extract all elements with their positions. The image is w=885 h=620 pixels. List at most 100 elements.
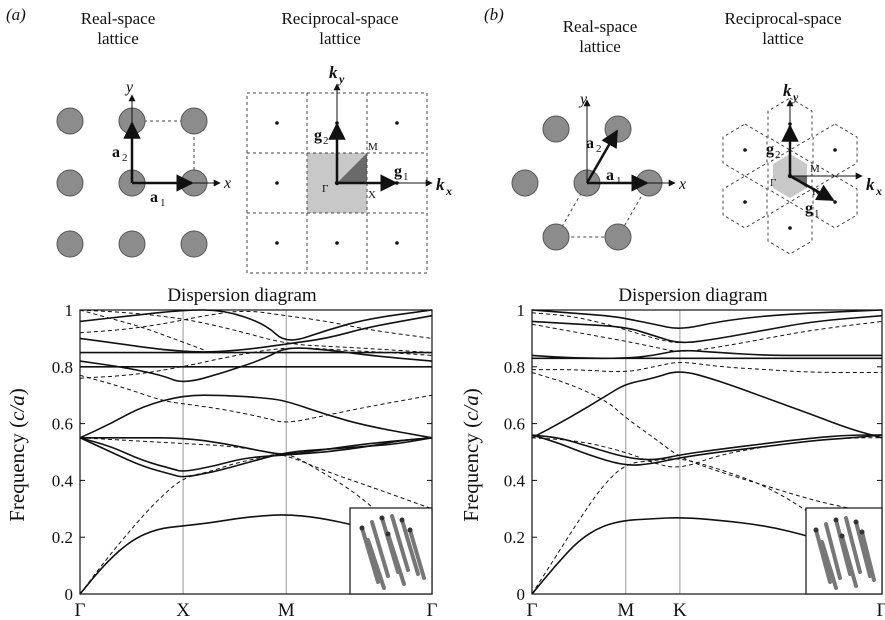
panel-b-top: (b) Real-space lattice Reciprocal-space … (484, 5, 882, 255)
g2-subscript: 2 (323, 135, 329, 147)
panel-b-tag: (b) (484, 5, 504, 24)
plot-frame (531, 309, 883, 595)
panel-a-recip-title-1: Reciprocal-space (281, 9, 398, 28)
y-label: y (578, 91, 588, 108)
chart-title: Dispersion diagram (167, 285, 317, 306)
band-solid (79, 347, 433, 383)
band-solid (79, 437, 433, 478)
g1-label: g (805, 200, 813, 217)
kx-subscript: x (875, 184, 882, 198)
lattice-atom (604, 223, 632, 251)
a2-label: a (112, 144, 120, 161)
g1-label: g (394, 163, 402, 180)
panel-b-real-lattice: x y a 1 a 2 (511, 91, 686, 251)
band-solid (79, 514, 433, 595)
band-solid (531, 349, 882, 360)
band-dashed (79, 310, 433, 339)
g1-subscript: 1 (814, 208, 820, 220)
lattice-atom (56, 169, 84, 197)
kx-label: k (436, 175, 445, 194)
dispersion-chart-a: Dispersion diagram Frequency (c/a) Γ X M Γ0… (5, 285, 438, 620)
x-tick-label: X (176, 600, 190, 620)
band-solid (531, 371, 883, 439)
band-dashed (79, 309, 433, 354)
band-solid (531, 516, 883, 595)
ky-subscript: y (791, 90, 799, 104)
lattice-atom (56, 107, 84, 135)
band-dashed (79, 437, 433, 510)
band-dashed (79, 309, 204, 351)
band-dashed (531, 458, 883, 595)
band-solid (79, 436, 433, 455)
gamma-label: Γ (322, 183, 328, 195)
x-tick-label: Γ (877, 600, 885, 620)
y-tick-label: 0.4 (504, 471, 526, 490)
a2-subscript: 2 (122, 152, 128, 164)
plot-frame (79, 309, 433, 595)
lattice-atom (604, 115, 632, 143)
k-point-label: K (812, 186, 820, 198)
x-tick-label: Γ (427, 600, 438, 620)
chart-title: Dispersion diagram (618, 285, 768, 306)
a2-label: a (586, 135, 594, 152)
band-dashed (531, 320, 883, 352)
g2-subscript: 2 (775, 149, 781, 161)
inset-rod-lattice (805, 507, 883, 595)
panel-a-real-title-1: Real-space (81, 9, 156, 28)
y-tick-label: 1 (517, 301, 526, 320)
band-solid (79, 314, 433, 353)
unit-cell-outline (555, 182, 650, 238)
x-label: x (678, 176, 686, 193)
ky-label: k (329, 63, 338, 82)
lattice-atom (118, 230, 146, 258)
y-tick-label: 0 (517, 585, 526, 604)
lattice-atom (180, 230, 208, 258)
y-tick-label: 0.4 (52, 471, 74, 490)
panel-a-tag: (a) (6, 5, 26, 24)
band-solid (79, 309, 433, 341)
y-tick-label: 0.8 (504, 358, 525, 377)
y-axis-label: Frequency (c/a) (5, 388, 29, 522)
irreducible-zone (337, 153, 367, 183)
panel-a-recip-title-2: lattice (319, 29, 361, 48)
band-dashed (531, 437, 882, 468)
y-tick-label: 0 (65, 585, 74, 604)
lattice-atom (542, 115, 570, 143)
m-point-label: M (368, 141, 378, 153)
y-label: y (124, 79, 134, 96)
y-tick-label: 0.6 (504, 415, 525, 434)
kx-label: k (866, 175, 875, 194)
x-tick-label: Γ (527, 600, 538, 620)
x-tick-label: M (617, 600, 634, 620)
y-tick-label: 0.2 (504, 528, 525, 547)
a1-subscript: 1 (160, 197, 166, 209)
x-tick-label: K (673, 600, 687, 620)
y-tick-label: 0.2 (52, 528, 73, 547)
panel-a-real-title-2: lattice (97, 29, 139, 48)
panel-a-top: (a) Real-space lattice Reciprocal-space … (6, 5, 452, 274)
panel-b-recip-title-2: lattice (762, 29, 804, 48)
band-solid (79, 437, 433, 472)
a1-subscript: 1 (616, 175, 622, 187)
y-tick-label: 0.6 (52, 415, 73, 434)
ky-subscript: y (337, 72, 345, 86)
m-point-label: M (810, 163, 820, 175)
kx-subscript: x (445, 184, 452, 198)
panel-b-real-title-1: Real-space (563, 17, 638, 36)
panel-b-real-title-2: lattice (579, 37, 621, 56)
g2-label: g (314, 127, 322, 144)
y-tick-label: 1 (65, 301, 74, 320)
x-label: x (223, 175, 231, 192)
band-dashed (531, 372, 883, 515)
band-dashed (79, 374, 433, 423)
a2-vector (585, 129, 619, 184)
g2-label: g (766, 141, 774, 158)
lattice-atom (511, 169, 539, 197)
x-point-label: X (368, 189, 376, 201)
a2-subscript: 2 (596, 143, 602, 155)
band-dashed (79, 347, 433, 379)
panel-a-real-lattice: x y a 1 a 2 (56, 79, 231, 258)
a1-label: a (150, 189, 158, 206)
panel-b-recip-title-1: Reciprocal-space (724, 9, 841, 28)
